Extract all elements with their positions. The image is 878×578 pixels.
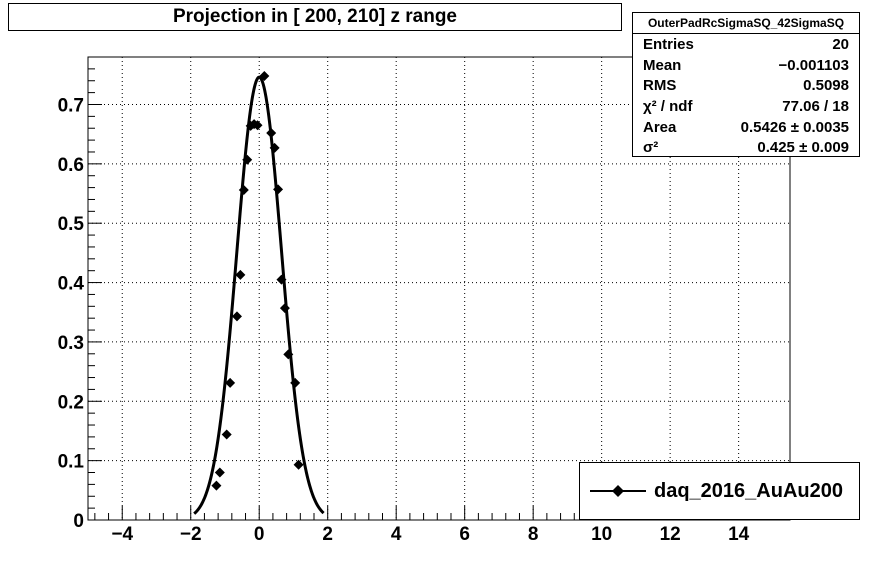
fit-line bbox=[193, 75, 325, 515]
data-point bbox=[269, 142, 280, 153]
stats-value: 20 bbox=[832, 35, 849, 53]
y-tick-label: 0 bbox=[73, 511, 84, 532]
x-tick-label: 6 bbox=[459, 524, 470, 545]
stats-label: Entries bbox=[643, 35, 694, 53]
data-point bbox=[238, 184, 249, 195]
data-point bbox=[283, 349, 294, 360]
data-point bbox=[225, 377, 236, 388]
data-point bbox=[290, 377, 301, 388]
stats-value: 0.5426 ± 0.0035 bbox=[740, 118, 849, 136]
x-tick-label: 12 bbox=[660, 524, 681, 545]
stats-value: 77.06 / 18 bbox=[782, 97, 849, 115]
data-point bbox=[259, 70, 270, 81]
x-tick-label: −4 bbox=[111, 524, 133, 545]
x-tick-label: −2 bbox=[180, 524, 202, 545]
data-point bbox=[211, 480, 222, 491]
stats-value: 0.425 ± 0.009 bbox=[757, 139, 849, 157]
data-points bbox=[211, 70, 304, 491]
data-point bbox=[266, 127, 277, 138]
y-tick-label: 0.2 bbox=[58, 392, 84, 413]
x-tick-label: 8 bbox=[528, 524, 539, 545]
data-point bbox=[231, 311, 242, 322]
stats-label: RMS bbox=[643, 77, 677, 95]
data-point bbox=[279, 303, 290, 314]
x-tick-label: 10 bbox=[591, 524, 612, 545]
data-point bbox=[242, 154, 253, 165]
y-tick-label: 0.3 bbox=[58, 333, 84, 354]
fit-curve bbox=[193, 75, 325, 515]
stats-row-chi2: χ² / ndf 77.06 / 18 bbox=[633, 96, 859, 117]
stats-row-area: Area 0.5426 ± 0.0035 bbox=[633, 117, 859, 138]
x-tick-label: 0 bbox=[254, 524, 265, 545]
data-point bbox=[276, 274, 287, 285]
data-point bbox=[252, 120, 263, 131]
data-point bbox=[235, 269, 246, 280]
stats-value: −0.001103 bbox=[778, 56, 850, 74]
x-tick-label: 4 bbox=[391, 524, 402, 545]
stats-label: χ² / ndf bbox=[643, 97, 693, 115]
y-tick-label: 0.6 bbox=[58, 155, 84, 176]
y-tick-label: 0.4 bbox=[58, 274, 85, 295]
y-tick-label: 0.5 bbox=[58, 214, 85, 235]
plot-frame bbox=[87, 56, 791, 521]
stats-label: Area bbox=[643, 118, 677, 136]
stats-row-entries: Entries 20 bbox=[633, 34, 859, 55]
data-point bbox=[273, 184, 284, 195]
x-tick-label: 2 bbox=[322, 524, 333, 545]
y-tick-label: 0.1 bbox=[58, 452, 85, 473]
legend-label: daq_2016_AuAu200 bbox=[654, 479, 843, 502]
stats-box: OuterPadRcSigmaSQ_42SigmaSQ Entries 20 M… bbox=[632, 12, 860, 157]
stats-value: 0.5098 bbox=[803, 77, 849, 95]
stats-label: σ² bbox=[643, 139, 659, 157]
stats-label: Mean bbox=[643, 56, 682, 74]
x-tick-label: 14 bbox=[728, 524, 750, 545]
chart-title: Projection in [ 200, 210] z range bbox=[8, 3, 622, 31]
y-tick-label: 0.7 bbox=[58, 95, 84, 116]
data-point bbox=[293, 459, 304, 470]
stats-row-rms: RMS 0.5098 bbox=[633, 75, 859, 96]
stats-row-sigma2: σ² 0.425 ± 0.009 bbox=[633, 137, 859, 158]
axes: −4 −2 0 2 4 6 8 10 12 14 0 0.1 0.2 0.3 0.4 0.5 0.6 0.7 bbox=[58, 56, 791, 545]
stats-name: OuterPadRcSigmaSQ_42SigmaSQ bbox=[633, 13, 859, 34]
legend-marker bbox=[590, 485, 646, 497]
stats-row-mean: Mean −0.001103 bbox=[633, 55, 859, 76]
data-point bbox=[221, 429, 232, 440]
data-point bbox=[214, 467, 225, 478]
legend: daq_2016_AuAu200 bbox=[579, 462, 860, 520]
